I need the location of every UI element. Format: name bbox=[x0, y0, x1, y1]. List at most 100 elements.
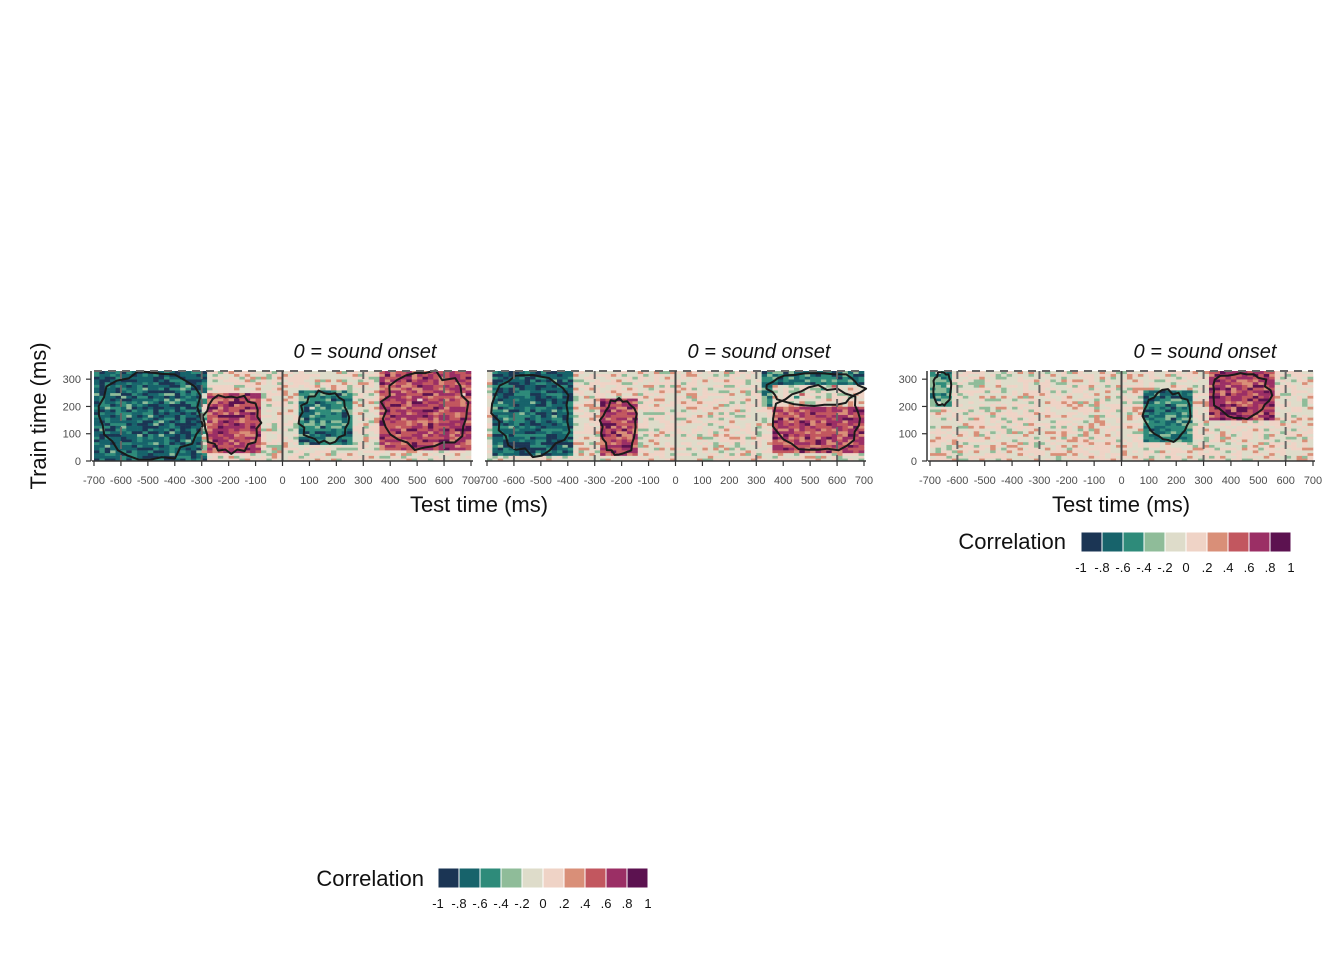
left-seg2-cell bbox=[697, 439, 703, 443]
left-seg2-cell bbox=[799, 433, 806, 437]
left-seg1-cell bbox=[223, 433, 229, 437]
left-seg2-cell bbox=[487, 390, 493, 394]
right-seg-cell bbox=[957, 387, 964, 391]
left-seg2-cell bbox=[503, 401, 509, 405]
left-seg2-cell bbox=[820, 398, 827, 402]
left-seg2-cell bbox=[621, 439, 628, 443]
left-seg2-cell bbox=[670, 392, 676, 396]
left-seg1-cell bbox=[110, 431, 116, 435]
left-seg2-cell bbox=[551, 425, 558, 429]
left-seg2-cell bbox=[503, 398, 509, 402]
left-seg1-cell bbox=[212, 376, 219, 380]
left-seg1-cell bbox=[255, 441, 262, 445]
left-seg2-cell bbox=[664, 439, 671, 443]
left-seg1-cell bbox=[147, 425, 154, 429]
left-seg2-cell bbox=[783, 411, 789, 415]
left-seg1-cell bbox=[433, 401, 439, 405]
left-seg1-cell bbox=[158, 392, 165, 396]
left-seg2-cell bbox=[573, 433, 579, 437]
left-seg1-cell bbox=[99, 428, 106, 432]
left-seg2-cell bbox=[842, 387, 849, 391]
left-seg2-cell bbox=[578, 395, 585, 399]
left-seg2-cell bbox=[820, 420, 827, 424]
left-seg1-cell bbox=[460, 373, 466, 377]
left-seg1-cell bbox=[314, 455, 321, 459]
left-seg2-cell bbox=[707, 447, 714, 451]
left-seg2-cell bbox=[680, 431, 687, 435]
left-seg1-cell bbox=[255, 455, 262, 459]
left-seg1-cell bbox=[207, 433, 213, 437]
left-seg1-cell bbox=[99, 406, 106, 410]
left-seg2-cell bbox=[546, 431, 552, 435]
left-seg1-cell bbox=[368, 425, 375, 429]
left-seg2-cell bbox=[508, 406, 515, 410]
left-seg1-cell bbox=[153, 401, 159, 405]
left-seg1-cell bbox=[131, 428, 138, 432]
left-seg1-cell bbox=[347, 428, 353, 432]
left-seg1-cell bbox=[422, 395, 429, 399]
left-seg2-cell bbox=[815, 431, 822, 435]
left-seg2-cell bbox=[530, 417, 536, 421]
left-seg2-cell bbox=[557, 381, 563, 385]
left-seg1-cell bbox=[433, 398, 439, 402]
left-seg2-cell bbox=[783, 447, 789, 451]
left-seg2-cell bbox=[842, 371, 849, 375]
left-seg2-cell bbox=[643, 436, 649, 440]
left-seg1-cell bbox=[287, 409, 294, 413]
left-seg2-cell bbox=[734, 398, 741, 402]
left-seg1-cell bbox=[395, 401, 402, 405]
left-seg1-cell bbox=[212, 371, 219, 375]
left-seg1-cell bbox=[390, 379, 396, 383]
left-seg2-cell bbox=[788, 406, 795, 410]
left-seg1-cell bbox=[158, 376, 165, 380]
left-seg1-cell bbox=[422, 439, 429, 443]
left-seg1-cell bbox=[99, 390, 106, 394]
left-seg2-cell bbox=[503, 450, 509, 454]
left-seg1-cell bbox=[390, 444, 396, 448]
left-seg1-cell bbox=[196, 379, 203, 383]
left-seg1-cell bbox=[341, 373, 348, 377]
left-seg2-cell bbox=[853, 455, 859, 459]
left-seg1-cell bbox=[341, 455, 348, 459]
left-seg2-cell bbox=[756, 401, 762, 405]
left-seg2-cell bbox=[605, 414, 612, 418]
left-seg1-cell bbox=[153, 376, 159, 380]
left-seg1-cell bbox=[363, 417, 369, 421]
left-seg1-cell bbox=[120, 439, 127, 443]
left-seg2-cell bbox=[702, 458, 709, 462]
left-seg1-cell bbox=[304, 403, 310, 407]
left-seg2-cell bbox=[837, 439, 843, 443]
left-seg2-cell bbox=[648, 409, 655, 413]
left-seg2-cell bbox=[826, 420, 832, 424]
left-seg1-cell bbox=[309, 390, 316, 394]
left-seg1-cell bbox=[228, 441, 235, 445]
left-seg1-cell bbox=[190, 425, 197, 429]
left-seg2-cell bbox=[820, 433, 827, 437]
left-seg2-cell bbox=[788, 376, 795, 380]
left-seg1-cell bbox=[438, 401, 445, 405]
left-seg2-cell bbox=[670, 376, 676, 380]
left-seg2-cell bbox=[783, 403, 789, 407]
left-seg1-cell bbox=[104, 428, 111, 432]
left-seg2-cell bbox=[697, 425, 703, 429]
left-seg1-cell bbox=[406, 398, 413, 402]
left-seg2-cell bbox=[697, 417, 703, 421]
left-seg1-cell bbox=[212, 428, 219, 432]
left-seg2-cell bbox=[858, 387, 865, 391]
left-seg2-cell bbox=[858, 414, 865, 418]
left-seg1-cell bbox=[180, 392, 186, 396]
left-seg2-cell bbox=[497, 398, 504, 402]
left-seg1-cell bbox=[400, 379, 407, 383]
left-seg2-cell bbox=[820, 441, 827, 445]
left-seg1-cell bbox=[212, 379, 219, 383]
left-seg1-cell bbox=[277, 431, 283, 435]
left-seg1-cell bbox=[330, 447, 337, 451]
left-seg2-cell bbox=[616, 387, 622, 391]
right-seg-cell bbox=[935, 417, 942, 421]
left-seg2-cell bbox=[540, 447, 547, 451]
left-seg1-cell bbox=[374, 428, 380, 432]
left-seg1-cell bbox=[255, 395, 262, 399]
left-seg2-cell bbox=[653, 384, 660, 388]
left-seg1-cell bbox=[400, 392, 407, 396]
left-seg2-cell bbox=[600, 390, 606, 394]
